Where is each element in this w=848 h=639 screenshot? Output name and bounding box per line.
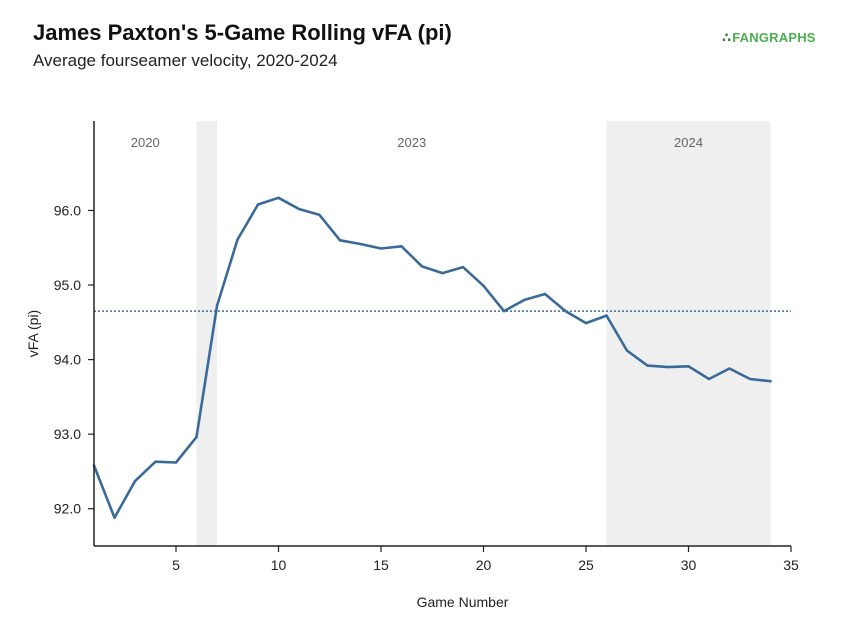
data-point bbox=[400, 245, 403, 248]
data-point bbox=[523, 298, 526, 302]
data-point bbox=[728, 367, 731, 370]
data-point bbox=[297, 207, 301, 211]
data-point bbox=[461, 265, 465, 269]
x-tick-label: 15 bbox=[373, 557, 389, 573]
y-tick-label: 94.0 bbox=[54, 352, 81, 368]
data-point bbox=[441, 271, 444, 275]
data-point bbox=[687, 365, 690, 368]
data-point bbox=[625, 349, 629, 352]
logo-mark-icon: ∴ bbox=[722, 30, 732, 45]
data-point bbox=[584, 321, 588, 325]
fangraphs-logo: ∴FANGRAPHS bbox=[722, 30, 816, 46]
y-tick-label: 92.0 bbox=[54, 501, 81, 517]
data-point bbox=[769, 380, 772, 383]
data-point bbox=[564, 309, 567, 313]
x-tick-label: 20 bbox=[476, 557, 492, 573]
data-point bbox=[543, 292, 547, 296]
x-tick-label: 30 bbox=[681, 557, 697, 573]
chart-title: James Paxton's 5-Game Rolling vFA (pi) bbox=[33, 20, 452, 45]
data-point bbox=[502, 309, 506, 313]
era-label-2023: 2023 bbox=[397, 135, 426, 150]
data-point bbox=[666, 365, 670, 369]
axes: 92.0 93.0 94.0 95.0 96.0 5 10 15 20 25 30 35 bbox=[54, 121, 799, 573]
data-point bbox=[277, 196, 280, 199]
data-point bbox=[379, 247, 383, 250]
y-tick-label: 93.0 bbox=[54, 426, 81, 442]
data-point bbox=[195, 435, 198, 439]
era-band-gap bbox=[196, 121, 217, 546]
era-labels: 2020 2023 2024 bbox=[131, 135, 703, 150]
x-tick-label: 25 bbox=[578, 557, 594, 573]
era-label-2020: 2020 bbox=[131, 135, 160, 150]
data-point bbox=[133, 479, 137, 483]
data-point bbox=[318, 213, 321, 217]
x-tick-label: 35 bbox=[783, 557, 799, 573]
data-point bbox=[646, 364, 649, 367]
brand-name: FANGRAPHS bbox=[732, 30, 816, 45]
data-point bbox=[256, 203, 260, 206]
data-point bbox=[236, 238, 239, 241]
y-tick-label: 95.0 bbox=[54, 277, 81, 293]
data-point bbox=[359, 242, 362, 246]
x-tick-label: 5 bbox=[172, 557, 180, 573]
data-point bbox=[215, 304, 219, 308]
data-point bbox=[154, 460, 157, 463]
data-point bbox=[174, 461, 178, 464]
x-tick-label: 10 bbox=[271, 557, 287, 573]
data-point bbox=[338, 239, 342, 242]
era-band-2024 bbox=[606, 121, 771, 546]
data-point bbox=[482, 284, 485, 287]
series-line-0 bbox=[92, 196, 772, 520]
era-bands bbox=[196, 121, 771, 546]
data-point bbox=[605, 314, 608, 317]
series-group bbox=[92, 196, 772, 520]
era-label-2024: 2024 bbox=[674, 135, 703, 150]
data-point bbox=[420, 265, 424, 268]
data-point bbox=[113, 516, 116, 519]
y-axis-title: vFA (pi) bbox=[25, 310, 41, 357]
data-point bbox=[707, 377, 711, 381]
data-point bbox=[748, 377, 752, 381]
chart-subtitle: Average fourseamer velocity, 2020-2024 bbox=[33, 51, 338, 70]
y-tick-label: 96.0 bbox=[54, 202, 81, 218]
x-axis-title: Game Number bbox=[417, 594, 509, 610]
